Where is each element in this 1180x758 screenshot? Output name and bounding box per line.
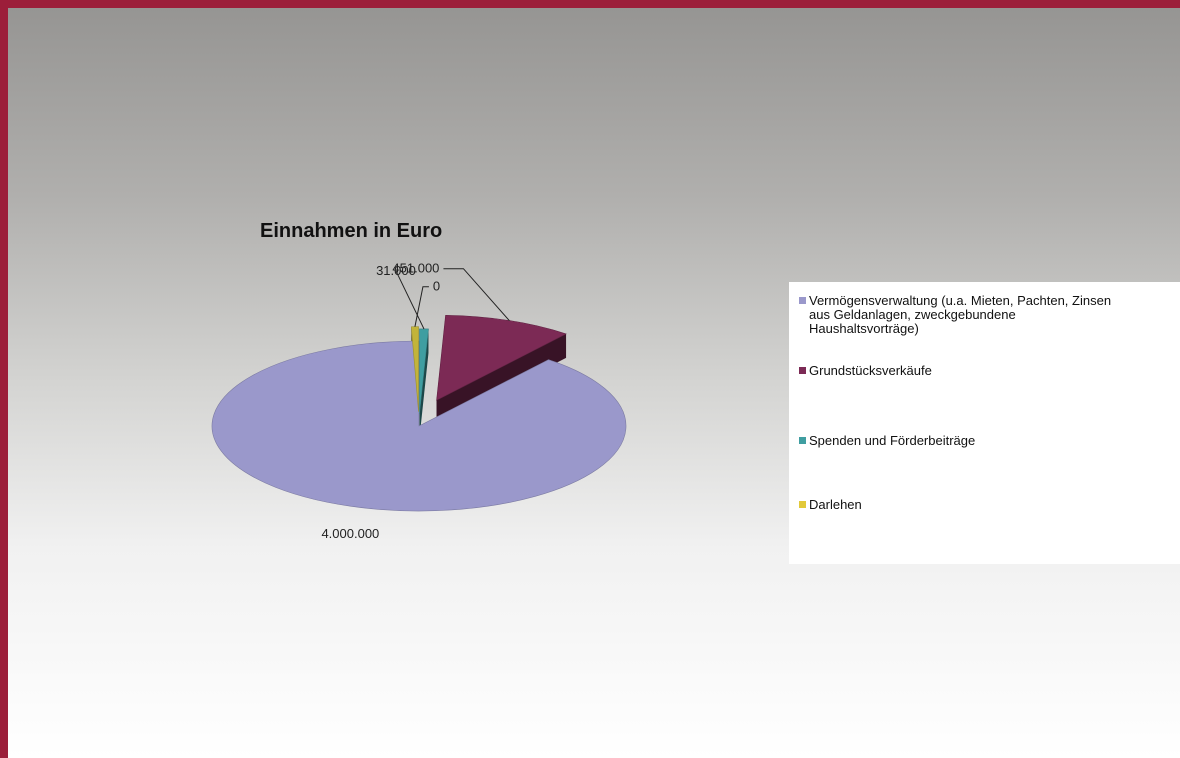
legend-label-line: Haushaltsvorträge) <box>809 321 919 336</box>
chart-background: Einnahmen in Euro 4.000.000 451.000 31.000… <box>8 8 1180 758</box>
legend-item-vermoegensverwaltung: Vermögensverwaltung (u.a. Mieten, Pachte… <box>799 294 1180 336</box>
leader-line-spenden <box>395 270 425 330</box>
pie-slice-vermoegensverwaltung <box>211 340 627 512</box>
legend-item-grundstuecksverkaeufe: Grundstücksverkäufe <box>799 364 1180 378</box>
pie-slice-spenden <box>419 328 429 414</box>
leader-line-darlehen <box>414 286 429 327</box>
legend-label: Spenden und Förderbeiträge <box>809 433 976 448</box>
pie-slice-wall-spenden <box>419 328 429 438</box>
chart-title: Einnahmen in Euro <box>260 220 443 242</box>
legend-swatch-icon <box>799 367 806 374</box>
data-label-spenden: 31.000 <box>376 263 416 278</box>
legend-swatch-icon <box>799 437 806 444</box>
leader-line-grundstuecksverkaeufe <box>443 268 510 322</box>
legend-swatch-icon <box>799 501 806 508</box>
data-label-vermoegensverwaltung: 4.000.000 <box>321 526 379 541</box>
pie-slice-grundstuecksverkaeufe <box>436 315 567 401</box>
legend: Vermögensverwaltung (u.a. Mieten, Pachte… <box>789 282 1180 564</box>
legend-label-line: aus Geldanlagen, zweckgebundene <box>809 307 1016 322</box>
data-label-darlehen: 0 <box>433 279 440 294</box>
legend-item-spenden: Spenden und Förderbeiträge <box>799 434 1180 448</box>
data-label-grundstuecksverkaeufe: 451.000 <box>392 261 439 276</box>
legend-label: Darlehen <box>809 497 862 512</box>
legend-item-darlehen: Darlehen <box>799 498 1180 512</box>
legend-swatch-icon <box>799 297 806 304</box>
legend-label: Grundstücksverkäufe <box>809 363 932 378</box>
legend-label-line: Vermögensverwaltung (u.a. Mieten, Pachte… <box>809 293 1112 308</box>
